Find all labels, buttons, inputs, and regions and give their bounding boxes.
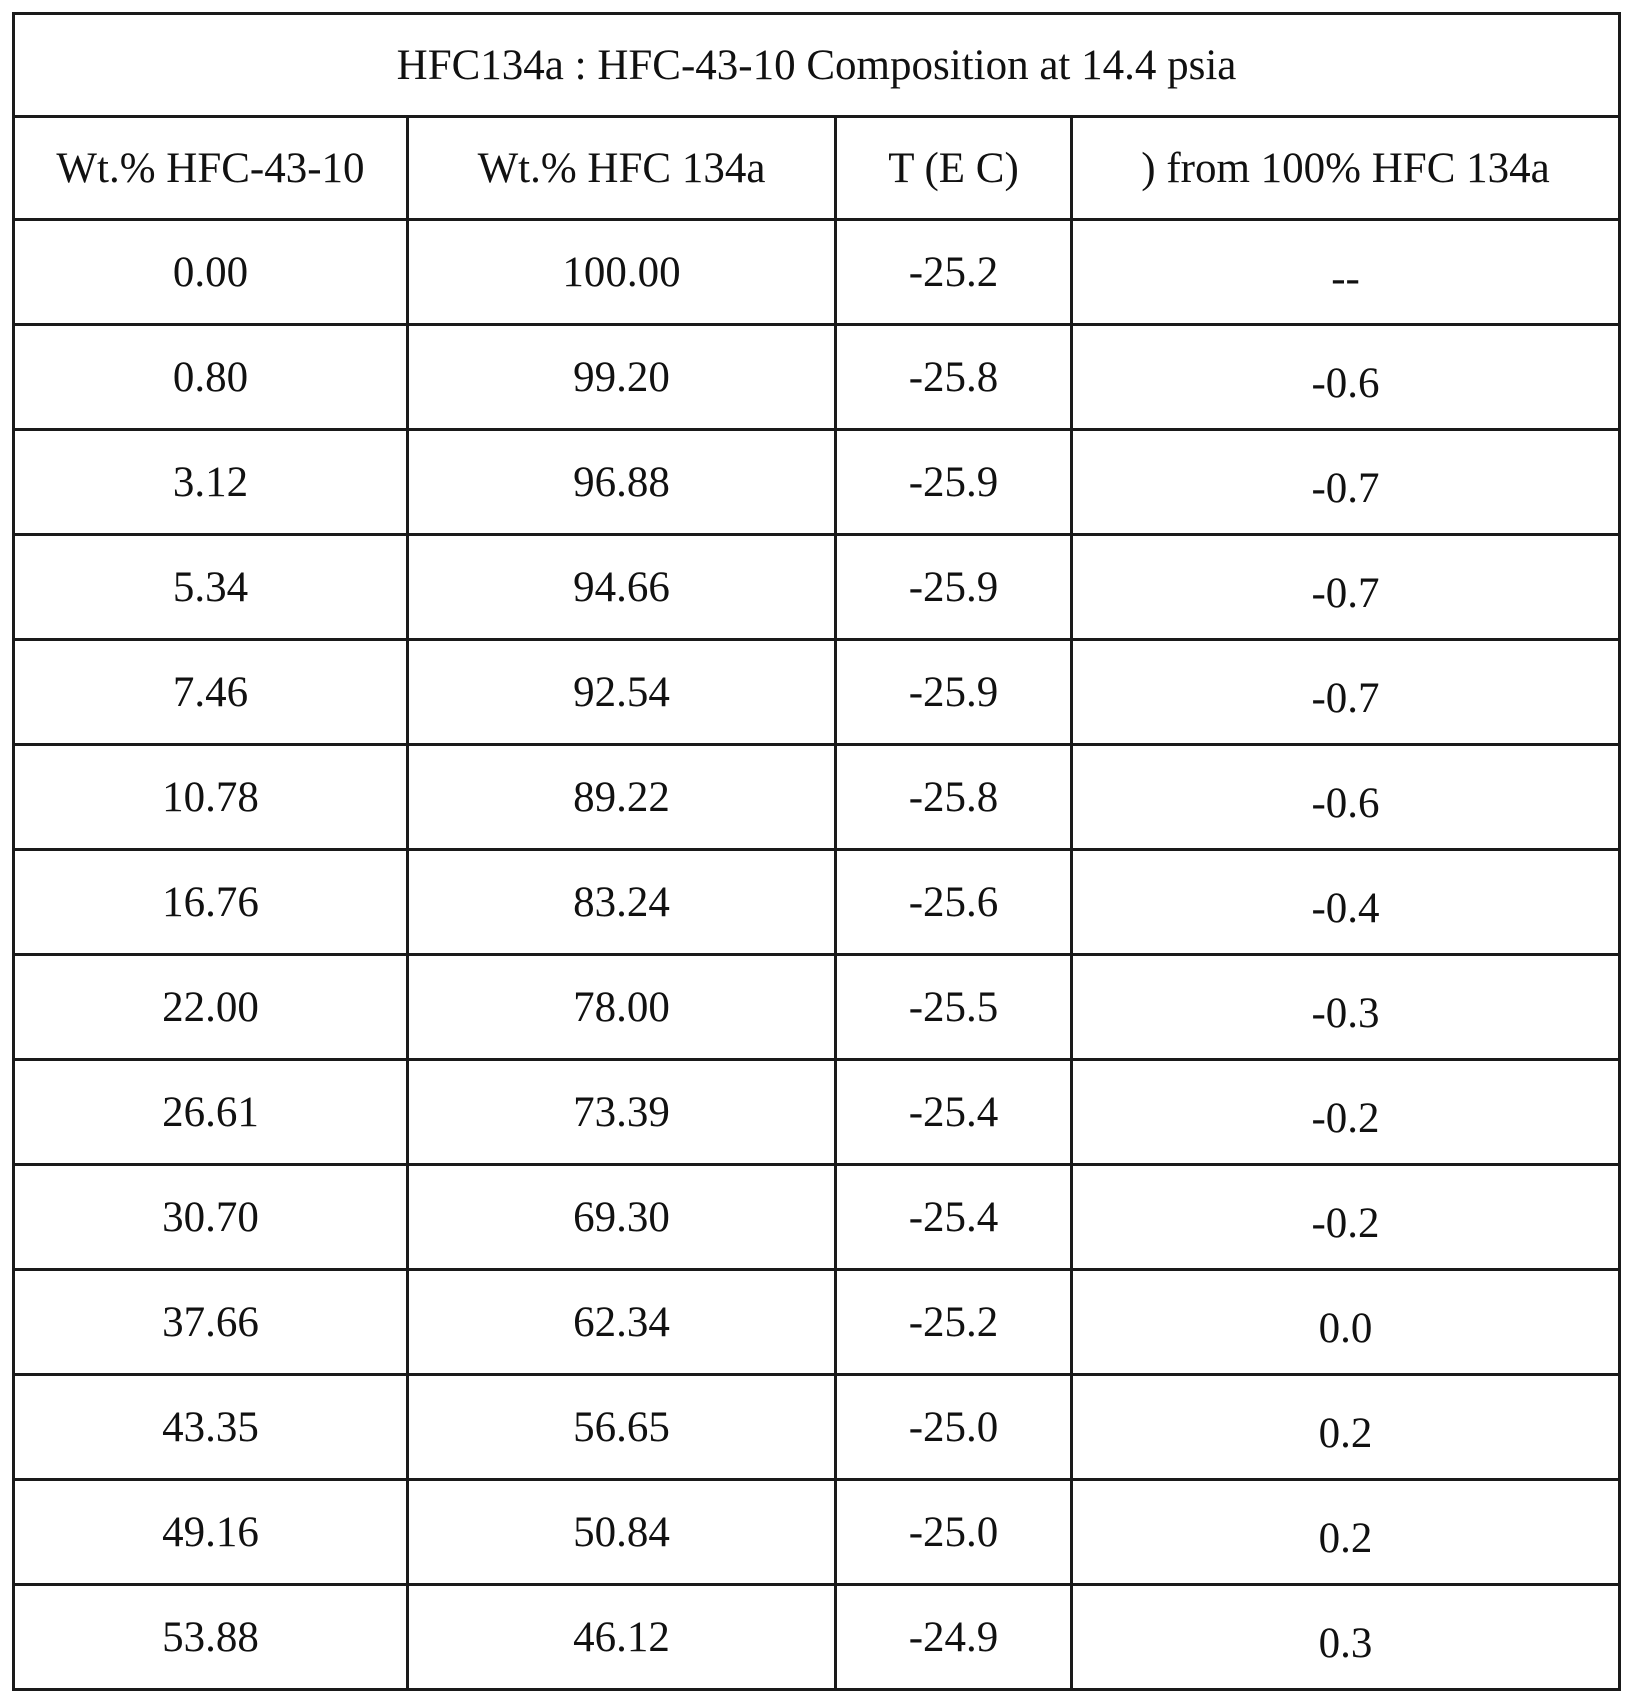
table-row: 3.12 96.88 -25.9 -0.7 [12, 428, 1622, 536]
cell-difference: 0.3 [1069, 1583, 1622, 1691]
table-row: 49.16 50.84 -25.0 0.2 [12, 1478, 1622, 1586]
cell-difference: 0.2 [1069, 1373, 1622, 1481]
cell-difference: -0.7 [1069, 428, 1622, 536]
cell-difference: -0.2 [1069, 1058, 1622, 1166]
cell-wt-hfc-134a: 89.22 [406, 743, 837, 851]
cell-temperature: -24.9 [834, 1583, 1073, 1691]
header-row: Wt.% HFC-43-10 Wt.% HFC 134a T (E C) ) f… [12, 115, 1622, 221]
cell-wt-hfc-134a: 73.39 [406, 1058, 837, 1166]
header-temperature: T (E C) [834, 115, 1073, 221]
cell-wt-hfc-43-10: 7.46 [12, 638, 409, 746]
cell-wt-hfc-43-10: 22.00 [12, 953, 409, 1061]
cell-temperature: -25.0 [834, 1478, 1073, 1586]
cell-wt-hfc-134a: 94.66 [406, 533, 837, 641]
cell-temperature: -25.4 [834, 1163, 1073, 1271]
table-row: 26.61 73.39 -25.4 -0.2 [12, 1058, 1622, 1166]
cell-wt-hfc-43-10: 10.78 [12, 743, 409, 851]
cell-difference: -- [1069, 218, 1622, 326]
cell-wt-hfc-134a: 96.88 [406, 428, 837, 536]
cell-temperature: -25.9 [834, 638, 1073, 746]
cell-difference: -0.7 [1069, 638, 1622, 746]
header-wt-hfc-43-10: Wt.% HFC-43-10 [12, 115, 409, 221]
cell-temperature: -25.8 [834, 743, 1073, 851]
cell-difference: -0.3 [1069, 953, 1622, 1061]
cell-temperature: -25.5 [834, 953, 1073, 1061]
table-row: 37.66 62.34 -25.2 0.0 [12, 1268, 1622, 1376]
table-row: 7.46 92.54 -25.9 -0.7 [12, 638, 1622, 746]
title-row: HFC134a : HFC-43-10 Composition at 14.4 … [11, 12, 1622, 118]
table-row: 5.34 94.66 -25.9 -0.7 [12, 533, 1622, 641]
cell-wt-hfc-43-10: 37.66 [12, 1268, 409, 1376]
cell-wt-hfc-134a: 69.30 [406, 1163, 837, 1271]
cell-wt-hfc-43-10: 5.34 [12, 533, 409, 641]
cell-difference: -0.4 [1069, 848, 1622, 956]
cell-temperature: -25.8 [834, 323, 1073, 431]
cell-wt-hfc-134a: 50.84 [406, 1478, 837, 1586]
header-wt-hfc-134a: Wt.% HFC 134a [406, 115, 837, 221]
cell-temperature: -25.9 [834, 428, 1073, 536]
cell-difference: 0.2 [1069, 1478, 1622, 1586]
cell-difference: -0.7 [1069, 533, 1622, 641]
cell-temperature: -25.4 [834, 1058, 1073, 1166]
cell-wt-hfc-134a: 78.00 [406, 953, 837, 1061]
cell-difference: 0.0 [1069, 1268, 1622, 1376]
cell-wt-hfc-43-10: 30.70 [12, 1163, 409, 1271]
table-row: 0.00 100.00 -25.2 -- [12, 218, 1622, 326]
cell-temperature: -25.0 [834, 1373, 1073, 1481]
table-row: 53.88 46.12 -24.9 0.3 [12, 1583, 1622, 1691]
cell-wt-hfc-134a: 92.54 [406, 638, 837, 746]
cell-wt-hfc-43-10: 43.35 [12, 1373, 409, 1481]
cell-difference: -0.6 [1069, 323, 1622, 431]
cell-difference: -0.2 [1069, 1163, 1622, 1271]
cell-wt-hfc-134a: 46.12 [406, 1583, 837, 1691]
header-difference: ) from 100% HFC 134a [1069, 115, 1622, 221]
cell-wt-hfc-134a: 62.34 [406, 1268, 837, 1376]
table-row: 43.35 56.65 -25.0 0.2 [12, 1373, 1622, 1481]
cell-wt-hfc-43-10: 0.00 [12, 218, 409, 326]
cell-wt-hfc-134a: 100.00 [406, 218, 837, 326]
table-row: 16.76 83.24 -25.6 -0.4 [12, 848, 1622, 956]
table-title: HFC134a : HFC-43-10 Composition at 14.4 … [11, 12, 1622, 118]
cell-temperature: -25.2 [834, 1268, 1073, 1376]
composition-table: HFC134a : HFC-43-10 Composition at 14.4 … [11, 12, 1622, 1691]
table-row: 22.00 78.00 -25.5 -0.3 [12, 953, 1622, 1061]
cell-temperature: -25.2 [834, 218, 1073, 326]
cell-wt-hfc-134a: 83.24 [406, 848, 837, 956]
table-body: 0.00 100.00 -25.2 -- 0.80 99.20 -25.8 -0.6 3.12 9… [12, 218, 1622, 1691]
cell-temperature: -25.6 [834, 848, 1073, 956]
cell-wt-hfc-43-10: 53.88 [12, 1583, 409, 1691]
cell-wt-hfc-43-10: 26.61 [12, 1058, 409, 1166]
cell-wt-hfc-43-10: 0.80 [12, 323, 409, 431]
cell-wt-hfc-134a: 56.65 [406, 1373, 837, 1481]
table-row: 30.70 69.30 -25.4 -0.2 [12, 1163, 1622, 1271]
cell-wt-hfc-43-10: 49.16 [12, 1478, 409, 1586]
cell-difference: -0.6 [1069, 743, 1622, 851]
table-row: 0.80 99.20 -25.8 -0.6 [12, 323, 1622, 431]
cell-wt-hfc-134a: 99.20 [406, 323, 837, 431]
cell-temperature: -25.9 [834, 533, 1073, 641]
cell-wt-hfc-43-10: 3.12 [12, 428, 409, 536]
table-row: 10.78 89.22 -25.8 -0.6 [12, 743, 1622, 851]
cell-wt-hfc-43-10: 16.76 [12, 848, 409, 956]
